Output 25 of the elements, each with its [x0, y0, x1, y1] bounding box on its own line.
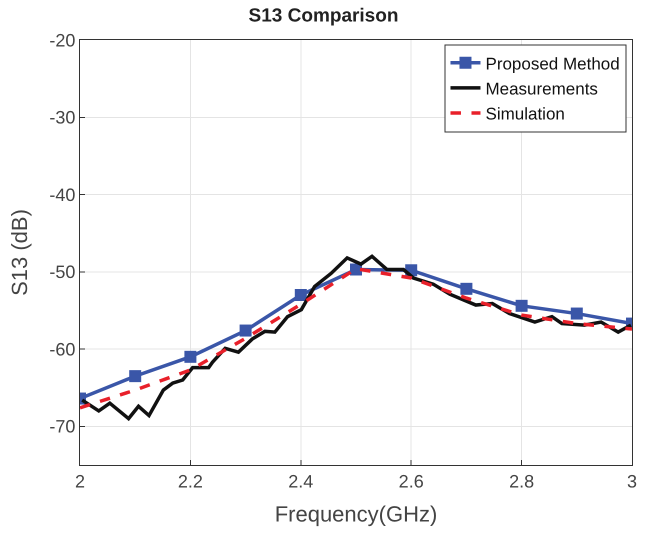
legend-label: Measurements — [485, 80, 598, 99]
x-tick-label: 2.4 — [288, 472, 314, 492]
y-tick-label: -50 — [49, 262, 76, 282]
x-tick-label: 2 — [74, 472, 86, 492]
y-tick-label: -70 — [49, 416, 76, 437]
legend-label: Proposed Method — [485, 54, 620, 74]
x-tick-label: 2.2 — [178, 472, 203, 492]
point — [294, 289, 307, 301]
point — [460, 282, 472, 295]
point — [570, 308, 583, 320]
x-tick-label: 2.6 — [398, 472, 424, 492]
point — [516, 300, 528, 312]
y-tick-label: -60 — [49, 339, 76, 360]
y-tick-label: -30 — [49, 108, 76, 128]
x-tick-label: 3 — [626, 472, 638, 492]
point — [184, 350, 196, 363]
y-tick-label: -20 — [49, 30, 76, 50]
y-axis-title: S13 (dB) — [7, 209, 32, 296]
point — [129, 370, 142, 382]
legend-label: Simulation — [485, 104, 565, 124]
point — [240, 324, 252, 337]
x-axis-title: Frequency(GHz) — [274, 502, 438, 526]
x-tick-label: 2.8 — [509, 472, 534, 492]
chart-title: S13 Comparison — [248, 5, 398, 26]
y-tick-label: -40 — [49, 184, 76, 205]
